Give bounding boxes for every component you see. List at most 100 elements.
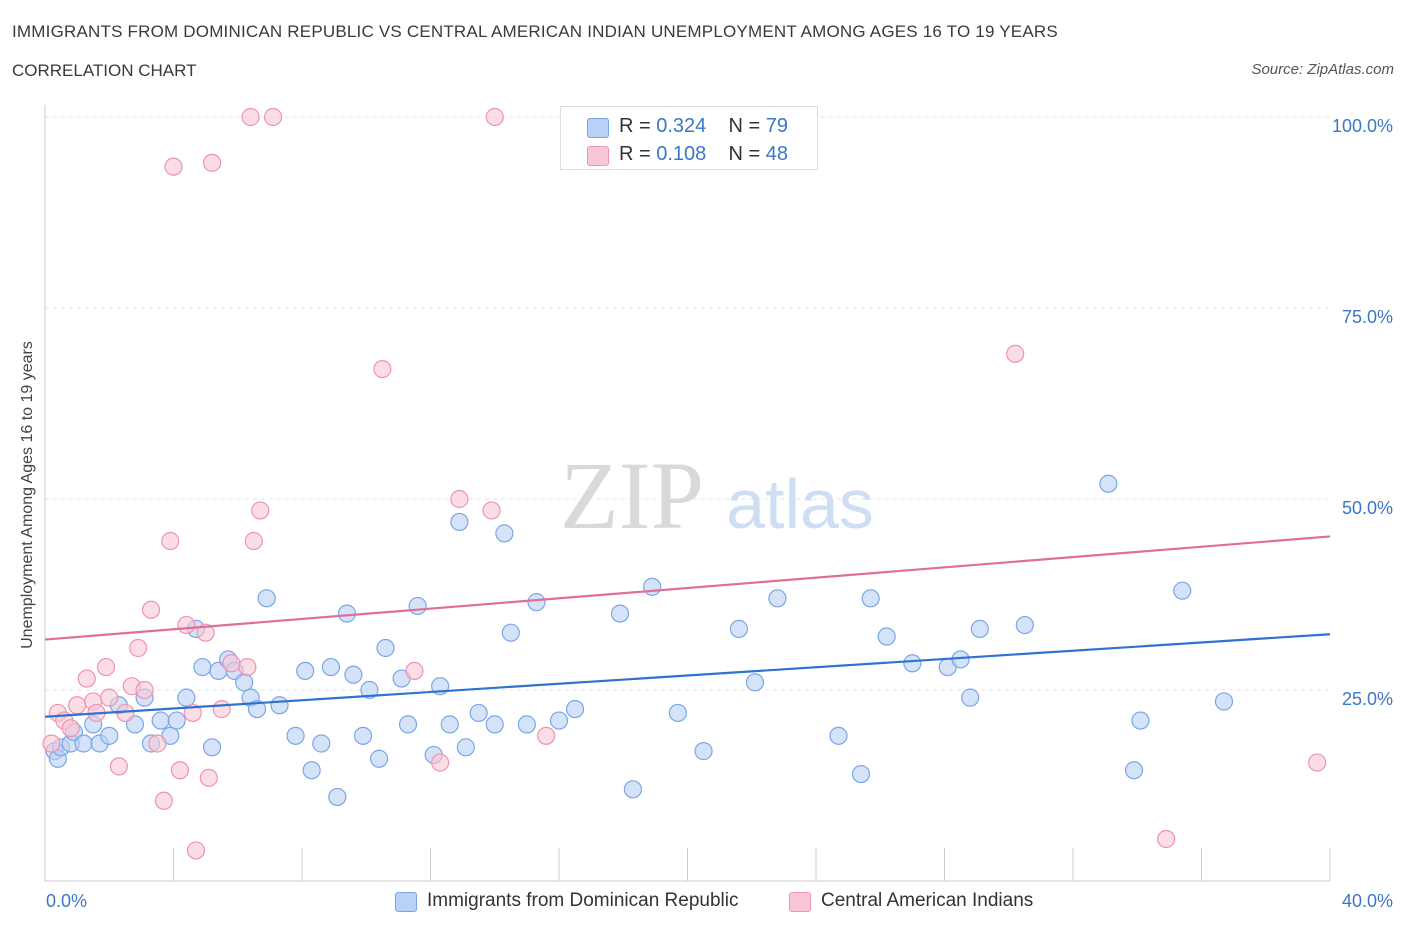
point-dominican xyxy=(623,780,642,799)
point-dominican xyxy=(745,673,765,692)
point-dominican xyxy=(344,665,363,684)
point-dominican xyxy=(610,604,630,623)
point-central-american xyxy=(482,501,501,520)
y-tick-label: 100.0% xyxy=(1332,116,1393,136)
point-central-american xyxy=(431,753,450,772)
point-dominican xyxy=(74,734,93,753)
data-points xyxy=(42,107,1327,860)
r-value: 0.108 xyxy=(656,143,707,165)
point-central-american xyxy=(1006,344,1025,363)
stats-legend: R = 0.324 N = 79 R = 0.108 N = 48 xyxy=(560,106,818,170)
y-tick-label: 75.0% xyxy=(1342,307,1393,327)
point-dominican xyxy=(286,726,305,745)
point-central-american xyxy=(77,669,96,688)
r-label: R = xyxy=(619,115,651,137)
n-value: 79 xyxy=(765,115,789,137)
point-central-american xyxy=(263,107,283,127)
point-dominican xyxy=(202,738,222,757)
point-dominican xyxy=(167,711,186,730)
legend-swatch-blue xyxy=(587,118,609,138)
point-central-american xyxy=(244,531,263,551)
point-central-american xyxy=(186,841,206,860)
point-central-american xyxy=(1157,829,1176,849)
point-central-american xyxy=(42,734,61,753)
point-dominican xyxy=(469,703,488,723)
grid-lines xyxy=(45,116,1330,691)
legend-swatch-pink xyxy=(789,892,811,912)
r-label: R = xyxy=(619,143,651,165)
point-dominican xyxy=(768,589,787,608)
point-dominican xyxy=(877,627,896,646)
point-central-american xyxy=(170,761,190,780)
point-central-american xyxy=(196,623,215,642)
point-central-american xyxy=(202,153,222,172)
point-central-american xyxy=(61,719,80,738)
point-central-american xyxy=(373,360,392,379)
trend-line-central-american xyxy=(44,535,1331,641)
point-dominican xyxy=(247,699,267,719)
point-dominican xyxy=(861,589,880,608)
point-dominican xyxy=(370,749,389,768)
point-dominican xyxy=(312,734,331,753)
watermark-atlas: atlas xyxy=(726,465,874,543)
point-dominican xyxy=(235,673,254,692)
point-central-american xyxy=(164,157,183,176)
point-dominican xyxy=(353,726,373,745)
n-label: N = xyxy=(728,115,761,137)
watermark: ZIP atlas xyxy=(560,442,874,549)
point-dominican xyxy=(408,596,427,616)
point-central-american xyxy=(148,734,167,753)
point-dominican xyxy=(257,589,276,608)
point-central-american xyxy=(238,657,257,677)
point-dominican xyxy=(270,696,289,715)
point-central-american xyxy=(68,696,87,715)
point-dominican xyxy=(961,688,980,707)
y-tick-labels: 25.0% 50.0% 75.0% 100.0% xyxy=(1332,116,1393,709)
point-dominican xyxy=(643,577,662,596)
point-dominican xyxy=(398,715,418,734)
point-central-american xyxy=(135,680,154,700)
y-tick-label: 50.0% xyxy=(1342,498,1393,518)
point-dominican xyxy=(565,699,585,719)
chart-source: Source: ZipAtlas.com xyxy=(1251,61,1394,78)
legend-swatch-blue xyxy=(395,892,417,912)
point-central-american xyxy=(129,638,148,658)
point-central-american xyxy=(161,531,180,551)
point-central-american xyxy=(109,757,128,776)
y-axis-label: Unemployment Among Ages 16 to 19 years xyxy=(19,341,36,649)
point-dominican xyxy=(829,726,848,745)
n-label: N = xyxy=(728,143,761,165)
point-dominican xyxy=(100,726,119,745)
r-value: 0.324 xyxy=(656,115,707,137)
point-dominican xyxy=(527,593,546,612)
point-central-american xyxy=(199,768,218,787)
point-central-american xyxy=(212,699,231,719)
point-central-american xyxy=(405,661,424,681)
point-central-american xyxy=(141,600,161,619)
point-central-american xyxy=(100,688,119,707)
legend-label: Central American Indians xyxy=(821,890,1034,911)
point-dominican xyxy=(851,764,871,784)
point-dominican xyxy=(302,761,321,780)
point-dominican xyxy=(694,742,713,761)
point-dominican xyxy=(729,619,749,638)
point-dominican xyxy=(668,703,687,723)
x-tick-max: 40.0% xyxy=(1341,891,1393,911)
trend-lines xyxy=(44,535,1331,718)
point-dominican xyxy=(517,715,536,734)
point-dominican xyxy=(951,650,970,669)
point-central-american xyxy=(251,501,270,520)
point-dominican xyxy=(970,619,989,638)
point-dominican xyxy=(1173,581,1192,600)
n-value: 48 xyxy=(765,143,789,165)
point-central-american xyxy=(177,615,196,635)
point-dominican xyxy=(337,604,357,623)
point-dominican xyxy=(328,787,347,807)
point-central-american xyxy=(96,657,116,677)
point-dominican xyxy=(501,623,520,642)
point-dominican xyxy=(440,715,459,734)
legend-label: Immigrants from Dominican Republic xyxy=(427,890,739,911)
point-dominican xyxy=(485,715,504,734)
point-dominican xyxy=(193,657,212,677)
